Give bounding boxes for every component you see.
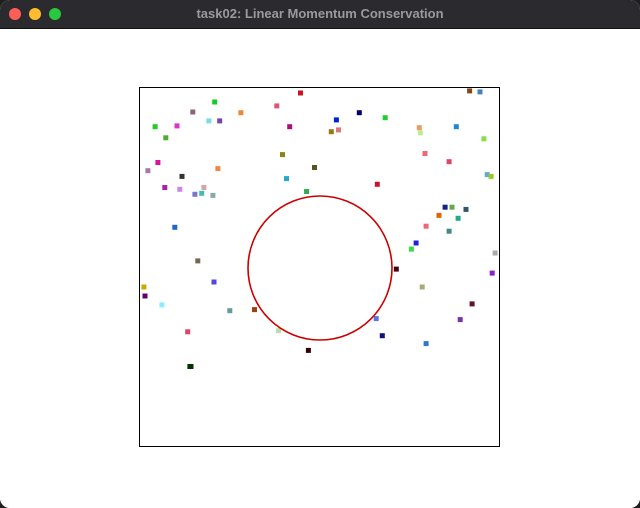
- particle: [417, 130, 423, 136]
- particle: [477, 89, 483, 95]
- particle: [436, 212, 442, 218]
- minimize-window-button[interactable]: [29, 8, 41, 20]
- particle: [141, 284, 147, 290]
- particle: [159, 302, 165, 308]
- particle: [238, 110, 244, 116]
- particle: [190, 109, 196, 115]
- particle: [374, 181, 380, 187]
- particle: [379, 333, 385, 339]
- particle: [469, 301, 475, 307]
- particle: [210, 192, 216, 198]
- simulation-canvas: [139, 87, 500, 447]
- particle: [356, 110, 362, 116]
- particle: [446, 159, 452, 165]
- particle: [382, 115, 388, 121]
- particle: [413, 240, 419, 246]
- particle: [187, 364, 193, 369]
- particle: [312, 165, 317, 170]
- particle: [408, 246, 414, 252]
- particle: [179, 173, 185, 179]
- zoom-window-button[interactable]: [49, 8, 61, 20]
- particle: [280, 152, 285, 158]
- particle: [481, 136, 487, 142]
- particle: [463, 206, 469, 212]
- particle: [416, 125, 422, 131]
- close-window-button[interactable]: [9, 8, 21, 20]
- particle: [422, 151, 428, 156]
- particle: [274, 103, 280, 109]
- particle: [217, 118, 223, 124]
- particle: [305, 347, 311, 353]
- simulation-viewport: [0, 29, 640, 508]
- particle: [423, 223, 429, 229]
- particle: [489, 270, 495, 276]
- particle: [336, 127, 341, 133]
- particle: [333, 117, 339, 123]
- particle: [449, 204, 455, 210]
- particle: [152, 124, 158, 130]
- particle: [455, 215, 461, 221]
- particle: [185, 329, 191, 335]
- particle: [215, 166, 221, 172]
- particle: [172, 224, 178, 230]
- large-ball: [247, 195, 393, 341]
- particle: [227, 308, 233, 314]
- particle: [163, 135, 169, 141]
- particle: [284, 176, 289, 182]
- window-title: task02: Linear Momentum Conservation: [196, 6, 444, 21]
- particle: [252, 307, 257, 313]
- particle: [211, 279, 217, 285]
- particle: [467, 88, 473, 94]
- particle: [276, 328, 282, 334]
- particle: [192, 191, 198, 197]
- particle: [492, 250, 498, 256]
- particle: [145, 168, 151, 174]
- particle: [304, 189, 310, 194]
- particle: [155, 160, 161, 165]
- particle: [162, 185, 168, 190]
- particle: [423, 341, 429, 347]
- particle: [142, 293, 148, 299]
- particle: [488, 173, 494, 179]
- particle: [199, 190, 205, 196]
- particle: [201, 185, 207, 190]
- particle: [328, 129, 334, 135]
- particle: [419, 284, 425, 290]
- particle: [287, 124, 293, 130]
- particle: [453, 124, 459, 130]
- container-box: [139, 87, 500, 447]
- particle: [174, 123, 180, 129]
- particle: [206, 118, 212, 124]
- particle-layer: [141, 88, 498, 369]
- particle: [393, 266, 399, 272]
- particle: [177, 186, 183, 192]
- particle: [484, 172, 490, 178]
- particle: [457, 317, 463, 323]
- particle: [195, 258, 201, 264]
- particle: [373, 316, 379, 322]
- particle: [212, 99, 218, 105]
- particle: [298, 90, 303, 96]
- particle: [446, 228, 452, 234]
- particle: [442, 204, 448, 210]
- title-bar[interactable]: task02: Linear Momentum Conservation: [0, 0, 640, 29]
